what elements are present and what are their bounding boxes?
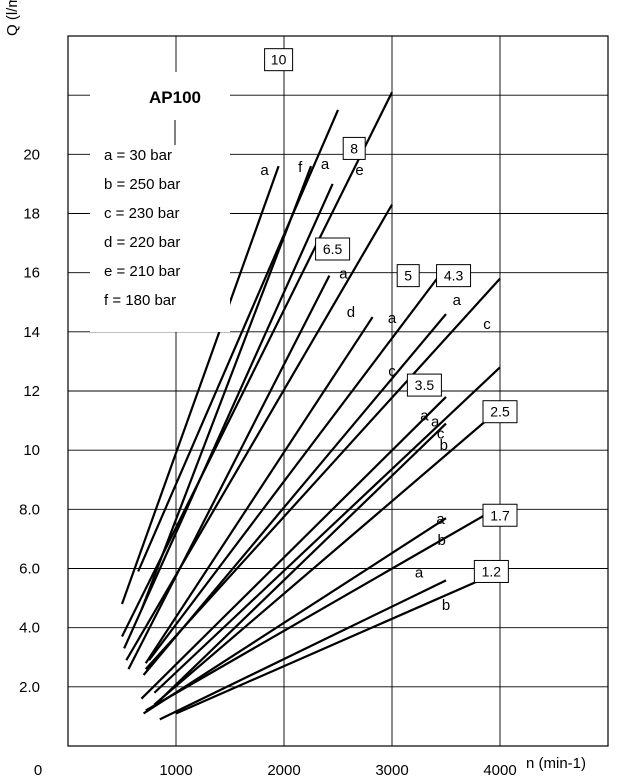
curve-label: a <box>388 310 397 327</box>
series-line <box>145 505 501 712</box>
curve-label: a <box>321 156 330 173</box>
box-label: 10 <box>271 52 287 68</box>
box-label-frame <box>264 48 294 72</box>
box-label: 6.5 <box>323 241 343 257</box>
box-label-frame <box>315 237 351 261</box>
x-tick-label: 4000 <box>483 762 516 779</box>
legend: a = 30 bar b = 250 bar c = 230 bar d = 220 … <box>104 120 180 309</box>
y-tick-label: 8.0 <box>19 501 40 518</box>
series-line <box>153 366 501 694</box>
curve-label: a <box>260 162 269 179</box>
legend-item: c = 230 bar <box>104 205 179 222</box>
series-line <box>121 91 393 638</box>
box-label: 1.2 <box>482 563 502 579</box>
series-line <box>143 517 447 715</box>
series-line <box>153 407 501 706</box>
y-tick-label: 14 <box>23 324 40 341</box>
curve-label: a <box>453 292 462 309</box>
series-line <box>175 570 501 715</box>
curve-label: c <box>388 363 396 380</box>
box-label: 1.7 <box>490 507 510 523</box>
y-tick-label: 10 <box>23 442 40 459</box>
y-tick-label: 20 <box>23 146 40 163</box>
x-axis-title: n (min-1) <box>526 755 586 772</box>
curve-label: c <box>437 425 445 442</box>
box-label: 5 <box>404 268 412 284</box>
y-tick-label: 6.0 <box>19 561 40 578</box>
box-label-frame <box>406 373 442 397</box>
box-label: 2.5 <box>490 404 510 420</box>
box-label-frame <box>396 264 420 288</box>
y-tick-label: 12 <box>23 383 40 400</box>
y-tick-label: 2.0 <box>19 679 40 696</box>
x-tick-label: 2000 <box>267 762 300 779</box>
x-tick-labels: 0 1000 2000 3000 4000 <box>34 762 517 779</box>
series-line <box>144 316 374 664</box>
legend-background <box>90 72 230 332</box>
series-line <box>151 422 447 709</box>
box-labels: 10 8 6.5 5 4.3 3.5 2.5 1.7 1.2 <box>264 48 518 583</box>
curve-label: a <box>420 408 429 425</box>
series-line <box>148 266 447 661</box>
series-line <box>140 396 447 700</box>
curve-label: b <box>442 597 450 614</box>
curve-label: b <box>438 532 446 549</box>
y-tick-label: 4.0 <box>19 620 40 637</box>
legend-item: e = 210 bar <box>104 263 180 280</box>
y-tick-labels: 2.0 4.0 6.0 8.0 10 12 14 16 18 20 <box>19 146 40 696</box>
curve-label: f <box>298 159 303 176</box>
y-tick-label: 18 <box>23 206 40 223</box>
box-label: 4.3 <box>444 268 464 284</box>
chart-title: AP100 <box>149 88 201 107</box>
legend-item: b = 250 bar <box>104 176 180 193</box>
series-line <box>127 275 331 670</box>
box-label-frame <box>473 559 509 583</box>
box-label-frame <box>436 264 472 288</box>
box-label-frame <box>342 136 366 160</box>
curve-label: a <box>339 266 348 283</box>
box-label: 3.5 <box>415 377 435 393</box>
x-tick-label: 0 <box>34 762 42 779</box>
series-line <box>123 183 334 649</box>
x-tick-label: 1000 <box>159 762 192 779</box>
series-line <box>140 165 313 611</box>
series-line <box>144 277 501 670</box>
legend-item: d = 220 bar <box>104 234 180 251</box>
legend-item: a = 30 bar <box>104 147 172 164</box>
curve-label: e <box>355 162 363 179</box>
series-line <box>120 165 280 605</box>
series-layer <box>120 91 501 721</box>
box-label-frame <box>482 503 518 527</box>
curve-label: c <box>483 316 491 333</box>
box-label: 8 <box>350 140 358 156</box>
legend-item: f = 180 bar <box>104 292 176 309</box>
curve-label: a <box>436 511 445 528</box>
box-label-frame <box>482 400 518 424</box>
series-line <box>159 579 447 721</box>
y-tick-label: 16 <box>23 265 40 282</box>
y-axis-title: Q (l/min) <box>4 0 21 36</box>
plot-frame <box>67 35 609 747</box>
series-line <box>137 109 340 572</box>
curve-label: a <box>431 414 440 431</box>
curve-label: a <box>415 564 424 581</box>
curve-label: d <box>347 304 355 321</box>
curve-label: b <box>440 437 448 454</box>
x-tick-label: 3000 <box>375 762 408 779</box>
